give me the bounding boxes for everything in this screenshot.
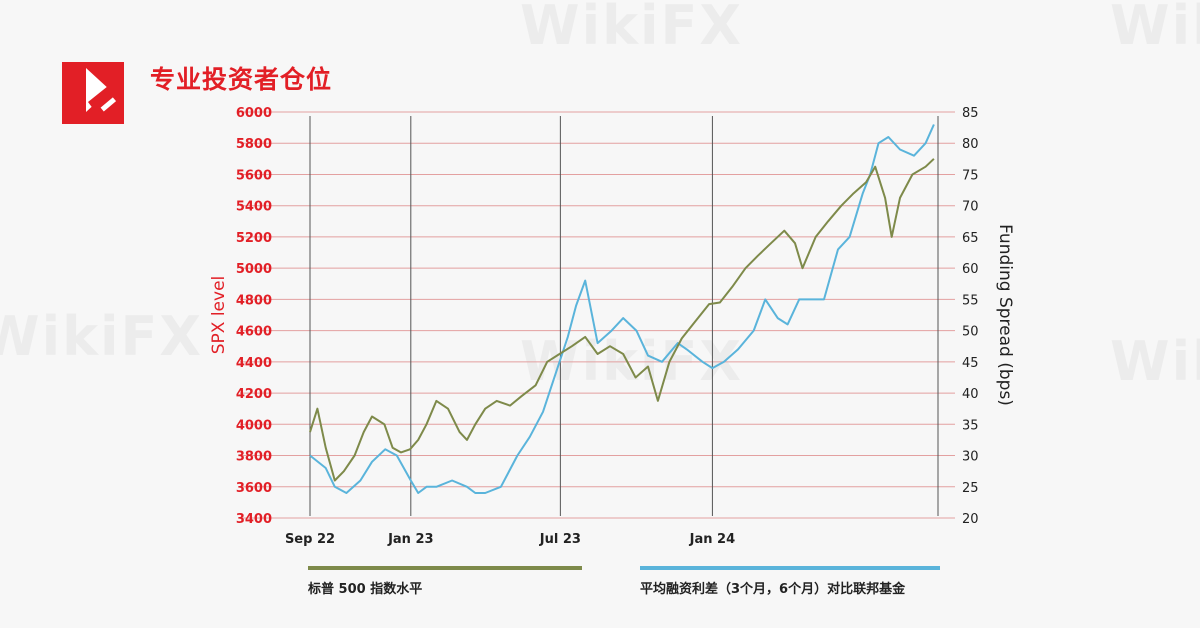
series-line-funding-spread [309,124,935,494]
legend-label-spx: 标普 500 指数水平 [308,582,423,597]
y-tick-left-4000: 4000 [236,418,272,433]
y-tick-left-5600: 5600 [236,168,272,183]
y-tick-right-30: 30 [962,450,979,465]
y-tick-left-5200: 5200 [236,231,272,246]
legend-item-spx: 标普 500 指数水平 [308,566,582,597]
y-tick-left-4200: 4200 [236,387,272,402]
legend-item-funding: 平均融资利差（3个月，6个月）对比联邦基金 [640,566,940,597]
y-tick-right-85: 85 [962,106,979,121]
y-tick-left-3800: 3800 [236,450,272,465]
y-tick-right-70: 70 [962,200,979,215]
chart-ticks: 3400 3600 3800 4000 4200 4400 4600 4800 5000 5200… [236,106,979,547]
y-tick-left-3400: 3400 [236,512,272,527]
y-tick-left-4600: 4600 [236,325,272,340]
page-title: 专业投资者仓位 [150,65,333,94]
x-tick-jan-24: Jan 24 [689,532,735,547]
y-tick-right-35: 35 [962,418,979,433]
watermark-text: WikiFX [1110,330,1200,393]
y-axis-label-left: SPX level [209,276,229,355]
y-tick-right-75: 75 [962,168,979,183]
x-tick-sep-22: Sep 22 [285,532,335,547]
y-tick-right-55: 55 [962,293,979,308]
legend-swatch-spx [308,566,582,570]
y-tick-right-65: 65 [962,231,979,246]
watermark-text: WikiFX [0,305,204,368]
y-tick-left-3600: 3600 [236,481,272,496]
legend-swatch-funding [640,566,940,570]
chart-vertical-lines [309,116,939,516]
y-tick-right-40: 40 [962,387,979,402]
x-tick-jan-23: Jan 23 [387,532,433,547]
y-tick-left-4800: 4800 [236,293,272,308]
brand-logo-icon [62,62,124,124]
chart-grid [240,111,955,519]
y-tick-left-5800: 5800 [236,137,272,152]
chart-series [309,124,935,494]
y-tick-right-50: 50 [962,325,979,340]
y-tick-right-60: 60 [962,262,979,277]
watermark-text: WikiFX [1110,0,1200,57]
y-tick-right-45: 45 [962,356,979,371]
y-tick-left-5000: 5000 [236,262,272,277]
y-tick-right-80: 80 [962,137,979,152]
series-line-spx [309,158,935,482]
y-tick-right-25: 25 [962,481,979,496]
y-tick-left-4400: 4400 [236,356,272,371]
watermark-text: WikiFX [520,0,744,57]
y-tick-left-5400: 5400 [236,200,272,215]
y-tick-right-20: 20 [962,512,979,527]
y-axis-label-right: Funding Spread (bps) [995,224,1015,406]
x-tick-jul-23: Jul 23 [539,532,581,547]
legend-label-funding: 平均融资利差（3个月，6个月）对比联邦基金 [640,582,906,597]
y-tick-left-6000: 6000 [236,106,272,121]
